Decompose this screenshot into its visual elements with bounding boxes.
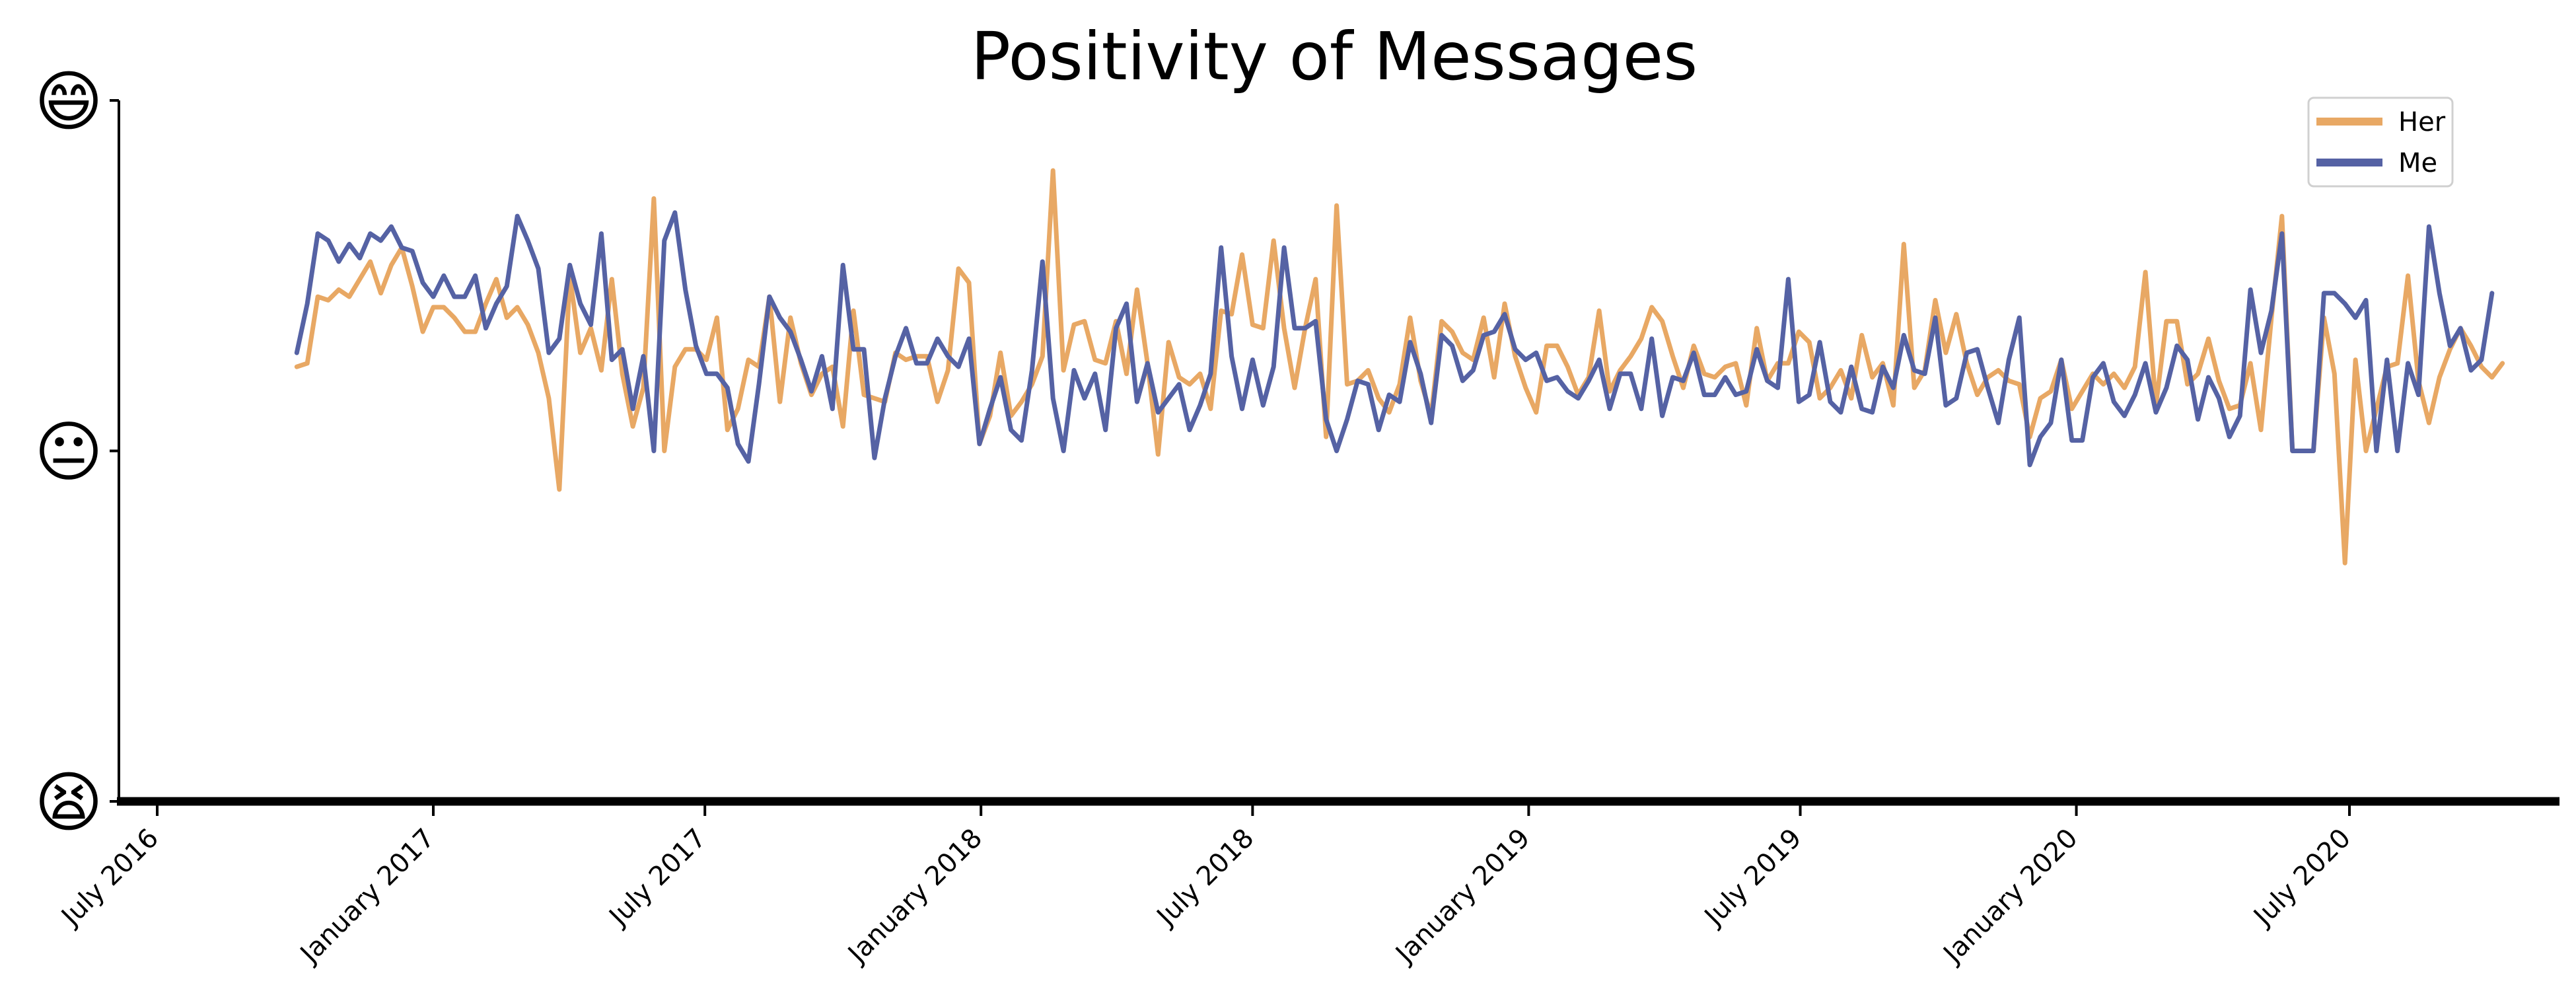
legend-label-her: Her: [2398, 107, 2446, 137]
series-line-me: [294, 210, 2495, 468]
x-tick-label: July 2019: [1698, 823, 1807, 933]
x-tick-label: July 2017: [602, 823, 712, 933]
x-tick-label: July 2018: [1150, 823, 1260, 933]
axes: 😄😐😫July 2016 January 2017 July 2017 January…: [34, 63, 2559, 970]
tired-face-icon: 😫: [34, 764, 103, 841]
x-tick-label: July 2020: [2247, 823, 2357, 933]
legend-label-me: Me: [2398, 148, 2437, 178]
x-tick-label: January 2020: [1937, 823, 2084, 971]
grinning-face-icon: 😄: [34, 63, 103, 140]
x-tick-label: January 2017: [293, 823, 441, 971]
chart-title: Positivity of Messages: [971, 18, 1698, 95]
x-tick-label: January 2018: [841, 823, 988, 971]
series-lines: [294, 168, 2505, 566]
x-tick-label: January 2019: [1389, 823, 1536, 971]
neutral-face-icon: 😐: [34, 414, 103, 491]
series-line-her: [294, 168, 2505, 566]
legend: Her Me: [2307, 96, 2454, 188]
